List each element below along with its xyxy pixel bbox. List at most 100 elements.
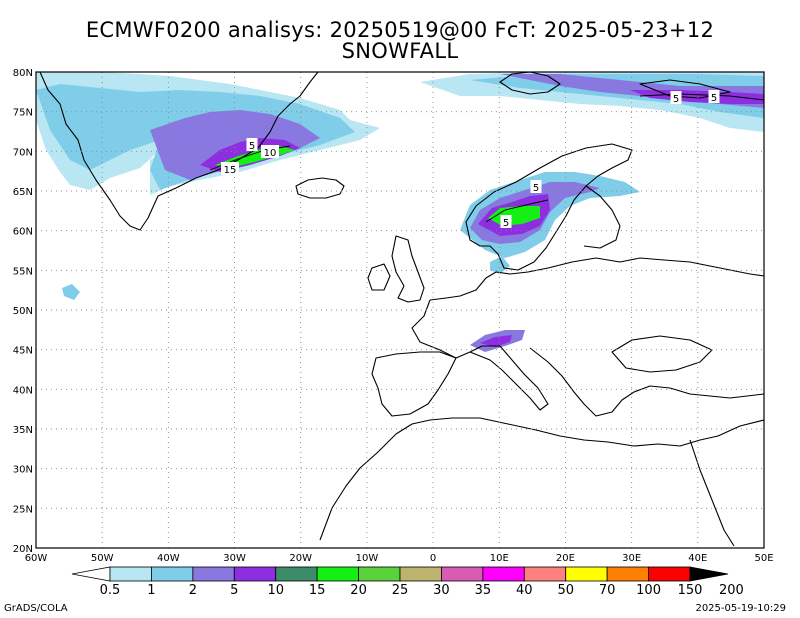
lat-tick-label: 35N (13, 425, 33, 436)
contour-label-bg (530, 180, 542, 193)
colorbar-segment (275, 566, 318, 582)
colorbar-label: 2 (189, 583, 197, 598)
contour-label-bg (261, 145, 279, 158)
colorbar-label: 5 (230, 583, 238, 598)
lon-tick-label: 10E (490, 553, 509, 564)
red-sea-coast (689, 439, 735, 547)
colorbar-segment (523, 566, 567, 582)
lon-tick-label: 30W (223, 553, 246, 564)
iberia-coast (371, 351, 457, 417)
lat-tick-label: 40N (13, 385, 33, 396)
uk-coast (391, 235, 425, 303)
ireland-coast (367, 263, 391, 291)
africa-coast (319, 417, 765, 541)
colorbar-segment (192, 566, 235, 582)
lat-tick-label: 20N (13, 544, 33, 555)
balkans-coast (529, 347, 765, 417)
shade-labrador (62, 284, 80, 300)
colorbar-label: 0.5 (100, 583, 121, 598)
footer-timestamp: 2025-05-19-10:29 (695, 603, 786, 614)
lat-tick-label: 60N (13, 227, 33, 238)
colorbar-label: 15 (309, 583, 326, 598)
colorbar-label: 10 (267, 583, 284, 598)
colorbar-segment (233, 566, 277, 582)
colorbar: 0.5 1 2 5 10 15 20 25 30 35 40 50 70 100 150 200 (71, 566, 744, 598)
colorbar-segment (399, 566, 442, 582)
contour-label-bg (221, 162, 239, 175)
colorbar-label: 1 (147, 583, 155, 598)
lon-tick-label: 10W (356, 553, 379, 564)
lat-tick-label: 70N (13, 147, 33, 158)
black-sea-coast (611, 335, 713, 373)
contour-labels: 5 10 15 5 5 5 5 (221, 90, 720, 229)
contour-label-bg (708, 90, 720, 103)
lon-tick-label: 0 (430, 553, 436, 564)
europe-coast (429, 257, 765, 301)
italy-coast (469, 345, 549, 411)
colorbar-label: 100 (636, 583, 661, 598)
contour-label: 5 (249, 141, 255, 152)
contour-label: 5 (711, 93, 717, 104)
lon-tick-label: 50W (91, 553, 114, 564)
shade-barents-mid (470, 74, 764, 118)
colorbar-arrow-low (71, 566, 111, 582)
lon-tick-label: 20E (556, 553, 575, 564)
colorbar-segment (109, 566, 152, 582)
scandinavia-coast (465, 143, 633, 271)
coastlines (39, 71, 765, 547)
shade-alps-core (480, 335, 512, 347)
latitude-labels: 80N 75N 70N 65N 60N 55N 50N 45N 40N 35N 30N 25N 20N (13, 68, 33, 555)
colorbar-segment (358, 566, 401, 582)
footer-credit: GrADS/COLA (4, 603, 68, 614)
longitude-labels: 60W 50W 40W 30W 20W 10W 0 10E 20E 30E 40E 50E (25, 553, 774, 564)
colorbar-segment (648, 566, 691, 582)
contour-label-bg (246, 138, 258, 151)
colorbar-segment (606, 566, 649, 582)
colorbar-segment (316, 566, 359, 582)
lat-tick-label: 75N (13, 108, 33, 119)
lat-tick-label: 55N (13, 266, 33, 277)
lon-tick-label: 20W (289, 553, 312, 564)
contour-label: 5 (503, 218, 509, 229)
contour-barents (639, 93, 765, 101)
contour-label: 5 (673, 94, 679, 105)
iceland-coast (295, 177, 345, 199)
colorbar-label: 30 (433, 583, 450, 598)
map-frame (35, 71, 765, 549)
lon-tick-label: 40W (157, 553, 180, 564)
colorbar-label: 70 (599, 583, 616, 598)
colorbar-label: 35 (475, 583, 492, 598)
colorbar-label: 20 (350, 583, 367, 598)
snowfall-shading (36, 72, 764, 352)
lat-tick-label: 80N (13, 68, 33, 79)
contour-scandinavia (485, 199, 549, 223)
colorbar-segment (565, 566, 608, 582)
lat-tick-label: 25N (13, 504, 33, 515)
colorbar-arrow-high (689, 566, 729, 582)
lat-tick-label: 50N (13, 306, 33, 317)
contour-label-bg (670, 91, 682, 104)
novaya-zemlya-coast (639, 79, 731, 99)
contour-label: 10 (264, 148, 277, 159)
contour-label-bg (500, 215, 512, 228)
lon-tick-label: 60W (25, 553, 48, 564)
colorbar-label: 50 (557, 583, 574, 598)
svalbard-coast (499, 71, 561, 95)
greenland-coast (39, 71, 319, 231)
lat-tick-label: 30N (13, 465, 33, 476)
colorbar-segment (482, 566, 525, 582)
finland-border (583, 185, 621, 249)
contour-label: 15 (224, 165, 237, 176)
lon-tick-label: 40E (688, 553, 707, 564)
colorbar-label: 40 (516, 583, 533, 598)
colorbar-label: 25 (392, 583, 409, 598)
lon-tick-label: 50E (754, 553, 773, 564)
lon-tick-label: 30E (622, 553, 641, 564)
colorbar-segment (151, 566, 194, 582)
lat-tick-label: 45N (13, 346, 33, 357)
colorbar-label: 200 (719, 583, 744, 598)
contour-label: 5 (533, 183, 539, 194)
colorbar-label: 150 (678, 583, 703, 598)
map-title: ECMWF0200 analisys: 20250519@00 FcT: 202… (85, 18, 715, 42)
